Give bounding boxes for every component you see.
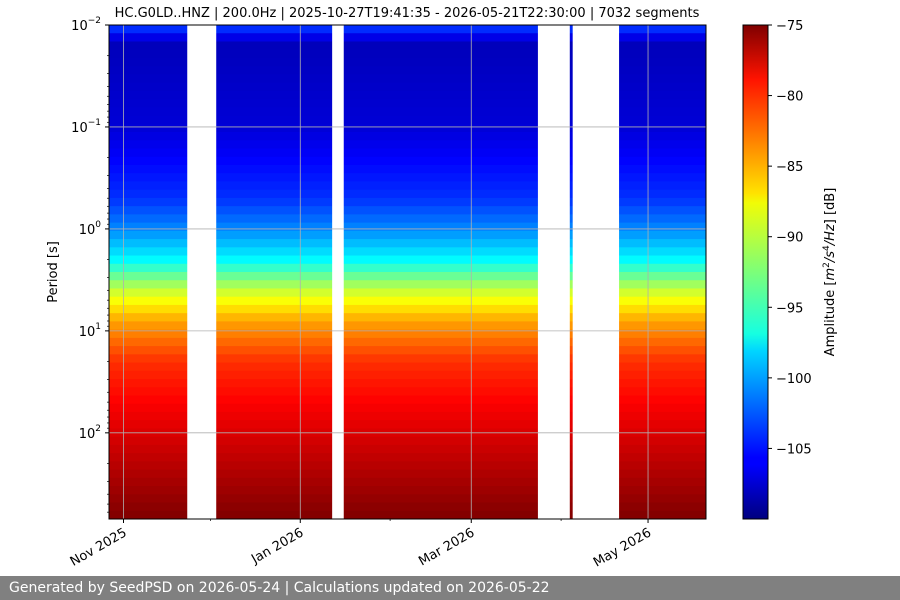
data-gap bbox=[572, 25, 620, 519]
heatmap-band bbox=[109, 288, 706, 298]
heatmap-band bbox=[109, 173, 706, 183]
y-axis-label: Period [s] bbox=[46, 241, 61, 303]
heatmap-band bbox=[109, 510, 706, 519]
chart-title: HC.G0LD..HNZ | 200.0Hz | 2025-10-27T19:4… bbox=[115, 6, 700, 21]
y-tick-label: 10−2 bbox=[71, 16, 101, 34]
heatmap-band bbox=[109, 494, 706, 504]
heatmap-band bbox=[109, 90, 706, 100]
heatmap-band bbox=[109, 395, 706, 405]
colorbar-tick-label: −105 bbox=[776, 442, 812, 457]
heatmap-band bbox=[109, 313, 706, 322]
heatmap-band bbox=[109, 99, 706, 108]
heatmap-band bbox=[109, 453, 706, 462]
heatmap-band bbox=[109, 107, 706, 117]
heatmap-band bbox=[109, 123, 706, 133]
x-axis-ticks: Nov 2025 Jan 2026 Mar 2026 May 2026 bbox=[68, 519, 654, 571]
heatmap-band bbox=[109, 403, 706, 413]
heatmap-band bbox=[109, 222, 706, 232]
colorbar-tick-label: −100 bbox=[776, 372, 812, 387]
heatmap-band bbox=[109, 370, 706, 380]
footer-text: Generated by SeedPSD on 2026-05-24 | Cal… bbox=[9, 580, 550, 596]
heatmap-band bbox=[109, 337, 706, 347]
footer-bar: Generated by SeedPSD on 2026-05-24 | Cal… bbox=[0, 576, 900, 600]
data-gap bbox=[332, 25, 344, 519]
heatmap-band bbox=[109, 156, 706, 166]
heatmap-band bbox=[109, 379, 706, 388]
heatmap-band bbox=[109, 461, 706, 471]
spectrogram-chart: HC.G0LD..HNZ | 200.0Hz | 2025-10-27T19:4… bbox=[46, 6, 838, 571]
heatmap-band bbox=[109, 502, 706, 512]
heatmap-band bbox=[109, 280, 706, 290]
heatmap-band bbox=[109, 115, 706, 125]
heatmap-band bbox=[109, 296, 706, 306]
heatmap-band bbox=[109, 74, 706, 84]
heatmap-band bbox=[109, 82, 706, 92]
heatmap-band bbox=[109, 486, 706, 495]
heatmap-band bbox=[109, 132, 706, 141]
heatmap-band bbox=[109, 346, 706, 355]
colorbar bbox=[742, 24, 769, 520]
colorbar-tick-label: −90 bbox=[776, 231, 803, 246]
y-tick-label: 101 bbox=[79, 322, 101, 340]
y-tick-label: 102 bbox=[79, 424, 101, 442]
heatmap-band bbox=[109, 354, 706, 364]
heatmap-band bbox=[109, 247, 706, 257]
heatmap-band bbox=[109, 164, 706, 174]
colorbar-tick-label: −75 bbox=[776, 19, 803, 34]
heatmap-band bbox=[109, 362, 706, 372]
data-gap bbox=[187, 25, 217, 519]
heatmap-band bbox=[109, 140, 706, 150]
heatmap-band bbox=[109, 214, 706, 224]
colorbar-tick-label: −95 bbox=[776, 301, 803, 316]
heatmap-cells bbox=[109, 25, 706, 519]
heatmap-band bbox=[109, 57, 706, 67]
heatmap-band bbox=[109, 239, 706, 248]
heatmap-band bbox=[109, 25, 706, 34]
heatmap-band bbox=[109, 189, 706, 199]
heatmap-band bbox=[109, 321, 706, 331]
colorbar-ticks: −75 −80 −85 −90 −95 −100 −105 bbox=[768, 19, 812, 457]
x-tick-label: Nov 2025 bbox=[68, 525, 130, 569]
plot-frame bbox=[108, 24, 707, 520]
heatmap-band bbox=[109, 181, 706, 191]
colorbar-label: Amplitude [m2/s4/Hz] [dB] bbox=[822, 188, 838, 357]
y-axis-ticks: 10−2 10−1 100 101 102 bbox=[71, 16, 109, 513]
colorbar-tick-label: −85 bbox=[776, 160, 803, 175]
heatmap-band bbox=[109, 272, 706, 281]
y-tick-label: 100 bbox=[79, 220, 102, 238]
heatmap-band bbox=[109, 206, 706, 215]
heatmap-band bbox=[109, 41, 706, 51]
heatmap-band bbox=[109, 148, 706, 158]
heatmap-band bbox=[109, 444, 706, 454]
heatmap-band bbox=[109, 66, 706, 75]
heatmap-band bbox=[109, 477, 706, 487]
heatmap-band bbox=[109, 255, 706, 265]
colorbar-tick-label: −80 bbox=[776, 90, 803, 105]
heatmap-band bbox=[109, 436, 706, 446]
heatmap-band bbox=[109, 420, 706, 430]
x-tick-label: Jan 2026 bbox=[248, 525, 306, 567]
heatmap-band bbox=[109, 411, 706, 421]
heatmap-band bbox=[109, 329, 706, 339]
x-tick-label: Mar 2026 bbox=[416, 525, 477, 569]
heatmap-band bbox=[109, 49, 706, 59]
heatmap-band bbox=[109, 304, 706, 314]
heatmap-band bbox=[109, 263, 706, 273]
heatmap-band bbox=[109, 230, 706, 240]
x-tick-label: May 2026 bbox=[591, 525, 654, 570]
heatmap-band bbox=[109, 469, 706, 479]
data-gap bbox=[537, 25, 570, 519]
heatmap-band bbox=[109, 387, 706, 397]
heatmap-band bbox=[109, 197, 706, 207]
heatmap-band bbox=[109, 33, 706, 43]
y-tick-label: 10−1 bbox=[71, 118, 101, 136]
